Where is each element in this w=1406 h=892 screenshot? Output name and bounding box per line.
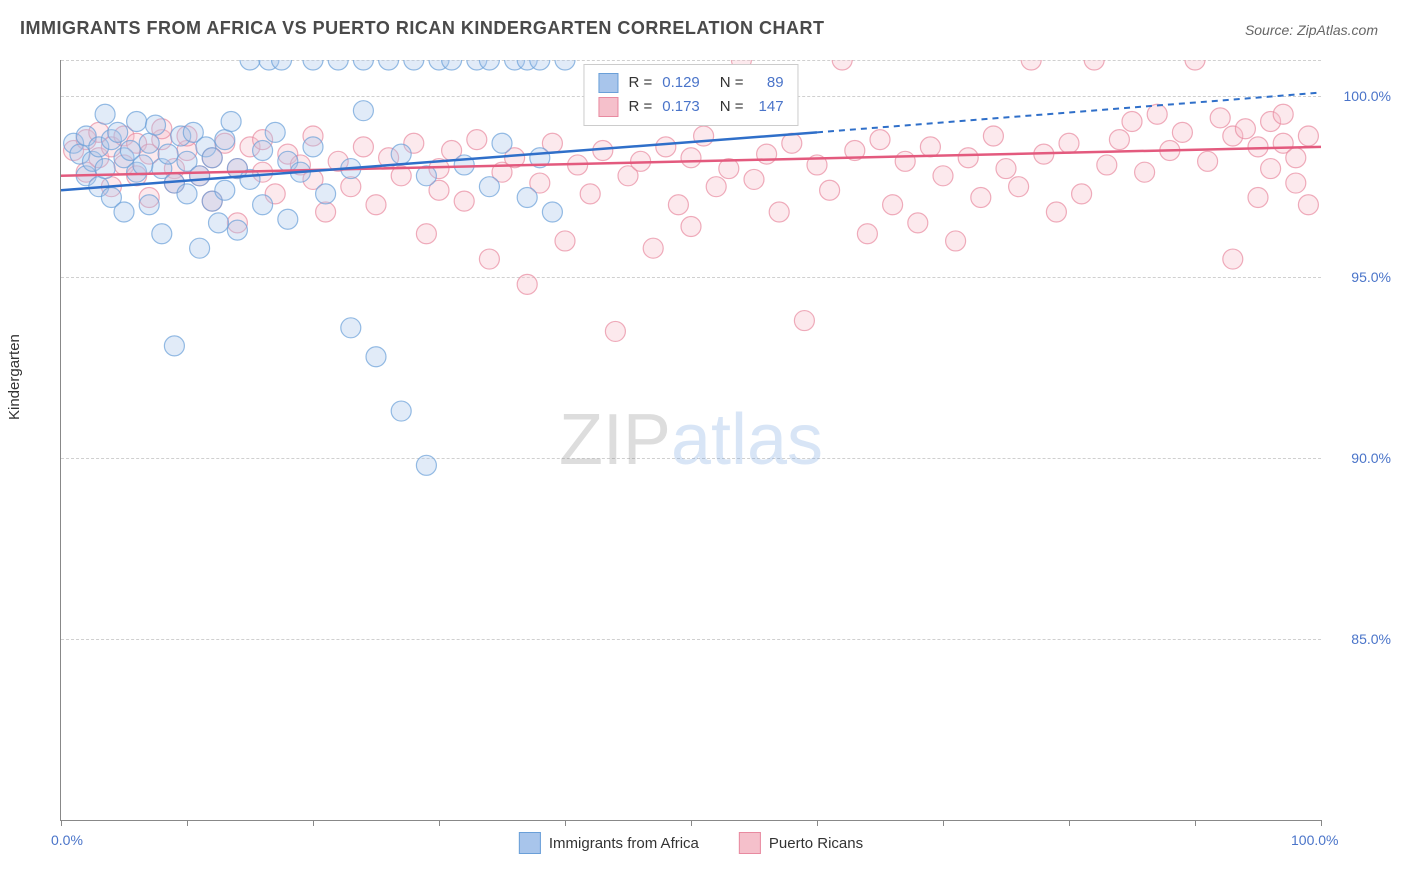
chart-title: IMMIGRANTS FROM AFRICA VS PUERTO RICAN K… [20,18,824,39]
x-tick [943,820,944,826]
x-tick [691,820,692,826]
x-tick [61,820,62,826]
source-label: Source: ZipAtlas.com [1245,22,1378,38]
legend-swatch-1 [519,832,541,854]
x-tick [817,820,818,826]
stats-r-label-1: R = [628,71,652,95]
y-tick-label: 95.0% [1351,269,1391,285]
x-tick-label: 0.0% [51,832,83,848]
legend-swatch-2 [739,832,761,854]
stats-n-label-2: N = [720,95,744,119]
y-tick-label: 90.0% [1351,450,1391,466]
legend-item-2: Puerto Ricans [739,832,863,854]
x-tick [1321,820,1322,826]
stats-n-label-1: N = [720,71,744,95]
stats-legend-box: R = 0.129 N = 89 R = 0.173 N = 147 [583,64,798,126]
legend-bottom: Immigrants from Africa Puerto Ricans [519,832,863,854]
x-tick [187,820,188,826]
y-tick-label: 100.0% [1344,88,1391,104]
stats-swatch-1 [598,73,618,93]
legend-label-2: Puerto Ricans [769,835,863,852]
x-tick [565,820,566,826]
x-tick [1069,820,1070,826]
y-axis-label: Kindergarten [6,334,23,420]
x-tick [313,820,314,826]
stats-n-val-2: 147 [754,95,784,119]
legend-label-1: Immigrants from Africa [549,835,699,852]
stats-r-val-2: 0.173 [662,95,700,119]
x-tick-label: 100.0% [1291,832,1338,848]
stats-row-series2: R = 0.173 N = 147 [598,95,783,119]
stats-swatch-2 [598,97,618,117]
x-tick [439,820,440,826]
stats-n-val-1: 89 [754,71,784,95]
x-tick [1195,820,1196,826]
stats-r-val-1: 0.129 [662,71,700,95]
legend-item-1: Immigrants from Africa [519,832,699,854]
chart-plot-area: ZIPatlas R = 0.129 N = 89 R = 0.173 N = … [60,60,1321,821]
stats-r-label-2: R = [628,95,652,119]
plot-svg [61,60,1321,820]
stats-row-series1: R = 0.129 N = 89 [598,71,783,95]
y-tick-label: 85.0% [1351,631,1391,647]
